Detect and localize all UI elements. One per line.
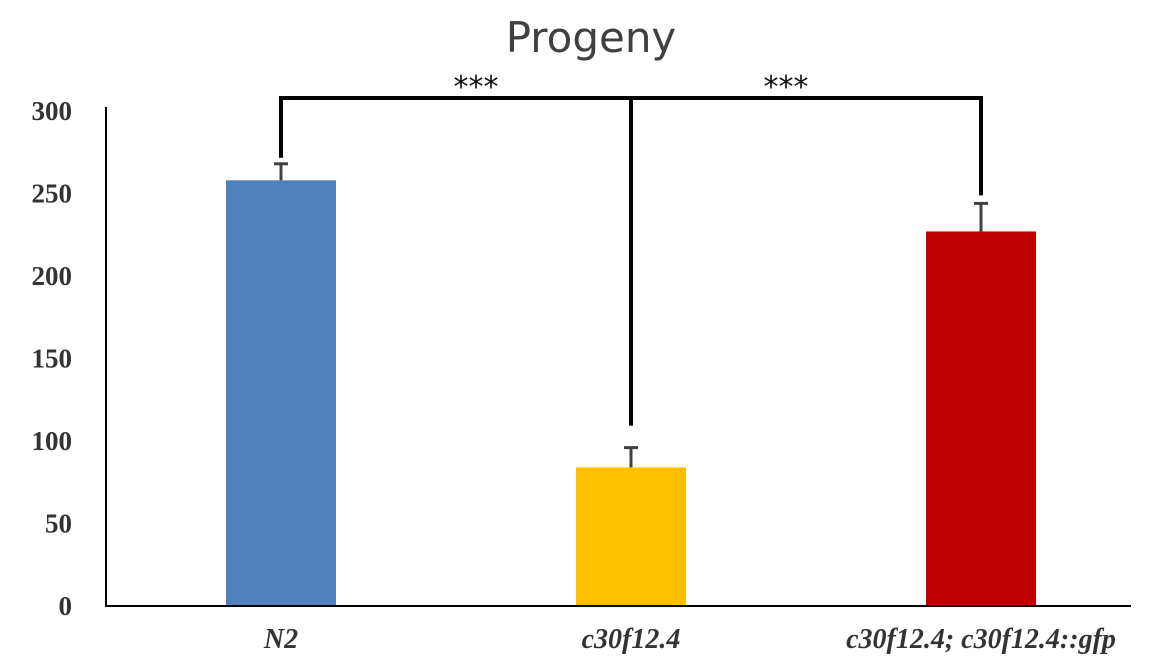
y-tick-label: 100 xyxy=(32,426,73,456)
y-tick-label: 250 xyxy=(32,179,73,209)
significance-brackets: *** *** xyxy=(279,70,983,426)
y-tick-label: 200 xyxy=(32,261,73,291)
x-tick-label: N2 xyxy=(263,624,298,655)
bar xyxy=(926,231,1036,606)
y-tick-label: 50 xyxy=(45,509,72,539)
bar xyxy=(226,180,336,607)
x-tick-label: c30f12.4; c30f12.4::gfp xyxy=(846,624,1116,655)
bars-group xyxy=(226,180,1036,607)
x-axis-ticks: N2 c30f12.4 c30f12.4; c30f12.4::gfp xyxy=(263,624,1116,655)
bar xyxy=(576,467,686,606)
y-axis-ticks: 0 50 100 150 200 250 300 xyxy=(32,96,73,621)
chart-title: Progeny xyxy=(506,13,677,62)
y-tick-label: 150 xyxy=(32,344,73,374)
y-tick-label: 300 xyxy=(32,96,73,126)
significance-label: *** xyxy=(764,70,809,105)
error-bar xyxy=(624,446,638,468)
error-bar xyxy=(974,201,988,232)
y-tick-label: 0 xyxy=(59,591,73,621)
error-bar xyxy=(274,162,288,181)
error-bars-group xyxy=(274,162,988,468)
x-tick-label: c30f12.4 xyxy=(582,624,681,655)
significance-label: *** xyxy=(454,70,499,105)
